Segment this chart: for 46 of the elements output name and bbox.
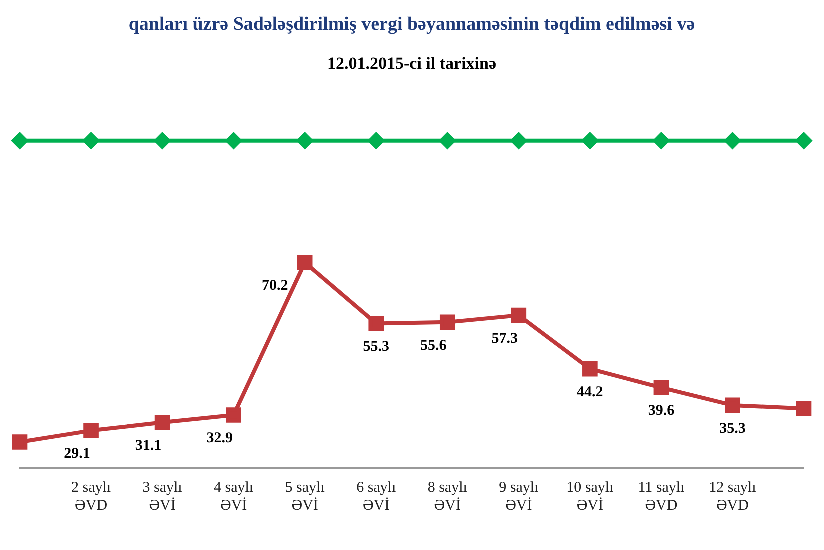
x-tick-label: 8 saylı ƏVİ — [428, 480, 468, 514]
x-tick-label: 12 saylı ƏVD — [709, 480, 756, 514]
data-label: 29.1 — [64, 446, 90, 462]
point — [654, 380, 670, 396]
point — [796, 401, 812, 416]
point — [84, 423, 99, 438]
chart-subtitle: 12.01.2015-ci il tarixinə — [326, 54, 498, 74]
x-tick-label: 10 saylı ƏVİ — [566, 480, 614, 514]
point — [511, 308, 527, 324]
x-tick-label: 3 saylı ƏVİ — [142, 480, 182, 514]
point — [12, 434, 28, 450]
point — [440, 132, 456, 149]
x-tick-label: 2 saylı ƏVD — [71, 480, 112, 514]
point — [297, 255, 313, 270]
x-tick-label: 9 saylı ƏVİ — [499, 480, 539, 514]
x-tick-label: 4 saylı ƏVİ — [214, 480, 254, 514]
chart-title: qanları üzrə Sadələşdirilmiş vergi bəyannaməsinin təqdim edilməsi və — [128, 14, 696, 36]
x-tick-label: 6 saylı ƏVİ — [356, 480, 396, 514]
point — [796, 132, 812, 149]
point — [154, 414, 170, 430]
x-tick-label: 5 saylı ƏVİ — [285, 480, 325, 514]
data-label: 39.6 — [648, 403, 676, 420]
point — [226, 132, 242, 149]
point — [440, 314, 456, 330]
data-label: 70.2 — [262, 278, 288, 294]
point — [12, 132, 28, 149]
point — [510, 132, 527, 149]
point — [83, 132, 100, 149]
data-label: 44.2 — [577, 384, 604, 400]
point — [226, 408, 242, 423]
data-label: 32.9 — [206, 430, 233, 447]
point — [297, 132, 314, 149]
point — [582, 361, 598, 377]
point — [154, 132, 171, 149]
data-label: 55.3 — [363, 339, 390, 356]
point — [724, 132, 741, 149]
point — [368, 316, 384, 332]
data-label: 31.1 — [135, 438, 162, 454]
point — [368, 132, 384, 149]
data-label: 35.3 — [720, 420, 746, 437]
point — [725, 398, 740, 414]
x-tick-label: 11 saylı ƏVD — [638, 480, 685, 514]
point — [582, 132, 598, 149]
data-label: 55.6 — [420, 338, 448, 354]
point — [653, 132, 670, 149]
data-label: 57.3 — [492, 330, 518, 347]
